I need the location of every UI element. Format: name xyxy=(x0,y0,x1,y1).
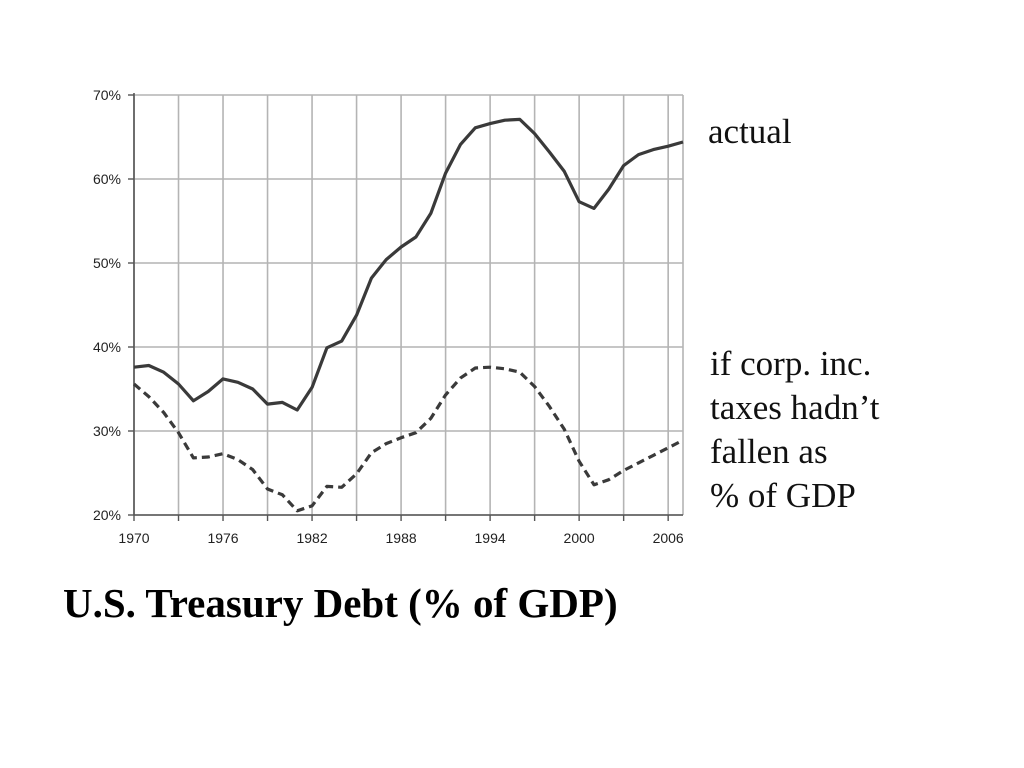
actual-label-line: actual xyxy=(708,112,792,151)
x-tick-label-1988: 1988 xyxy=(386,530,417,546)
y-tick-label-30: 30% xyxy=(93,423,121,439)
x-tick-label-1976: 1976 xyxy=(207,530,238,546)
counterfactual-label-line-4: % of GDP xyxy=(710,476,856,515)
line-chart: 20% 30% 40% 50% 60% 70% 1970 1976 1982 1988 1994 20… xyxy=(93,87,684,546)
y-tick-label-20: 20% xyxy=(93,507,121,523)
y-tick-label-60: 60% xyxy=(93,171,121,187)
x-tick-label-2000: 2000 xyxy=(564,530,595,546)
grid xyxy=(133,94,684,516)
actual-series-line xyxy=(133,117,684,412)
y-tick-label-50: 50% xyxy=(93,255,121,271)
actual-series-label: actual xyxy=(708,110,792,154)
chart-title: U.S. Treasury Debt (% of GDP) xyxy=(63,580,618,626)
x-tick-label-1994: 1994 xyxy=(475,530,506,546)
x-tick-label-1970: 1970 xyxy=(118,530,149,546)
counterfactual-label-line-1: if corp. inc. xyxy=(710,344,872,383)
axes xyxy=(128,93,683,521)
counterfactual-label-line-2: taxes hadn’t xyxy=(710,388,880,427)
counterfactual-label-line-3: fallen as xyxy=(710,432,828,471)
x-tick-label-2006: 2006 xyxy=(653,530,684,546)
counterfactual-series-label: if corp. inc. taxes hadn’t fallen as % o… xyxy=(710,342,879,518)
tick-labels: 20% 30% 40% 50% 60% 70% 1970 1976 1982 1988 1994 20… xyxy=(93,87,684,546)
series-lines xyxy=(132,117,684,513)
y-tick-label-40: 40% xyxy=(93,339,121,355)
counterfactual-series-line xyxy=(132,365,684,513)
y-tick-label-70: 70% xyxy=(93,87,121,103)
x-tick-label-1982: 1982 xyxy=(296,530,327,546)
